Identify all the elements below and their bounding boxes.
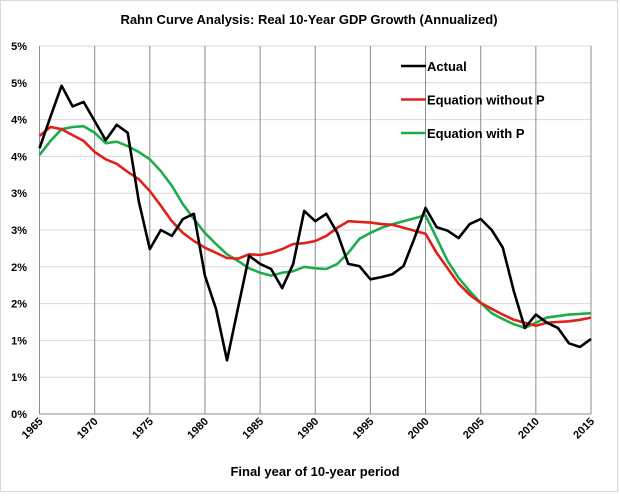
- x-tick-label: 1995: [351, 416, 377, 442]
- y-tick-label: 2%: [11, 262, 27, 274]
- x-tick-label: 1985: [240, 416, 266, 442]
- series-group: [38, 84, 592, 362]
- y-tick-label: 1%: [11, 335, 27, 347]
- legend-label: Actual: [427, 59, 467, 74]
- x-tick-label: 1975: [130, 416, 156, 442]
- grid: [39, 45, 592, 415]
- y-tick-label: 1%: [11, 372, 27, 384]
- x-tick-label: 2005: [461, 416, 487, 442]
- y-tick-label: 2%: [11, 299, 27, 311]
- y-tick-label: 4%: [11, 115, 27, 127]
- x-tick-label: 2010: [516, 416, 542, 442]
- legend: Actual Equation without P Equation with P: [401, 59, 545, 141]
- legend-label: Equation without P: [427, 93, 545, 108]
- y-tick-label: 3%: [11, 225, 27, 237]
- x-axis-title: Final year of 10-year period: [230, 464, 399, 479]
- y-tick-label: 4%: [11, 151, 27, 163]
- y-tick-label: 5%: [11, 78, 27, 90]
- series-line-actual: [38, 84, 592, 362]
- x-tick-label: 1970: [75, 416, 101, 442]
- x-tick-label: 1980: [185, 416, 211, 442]
- legend-item: Equation with P: [401, 126, 525, 141]
- x-tick-label: 1990: [296, 416, 322, 442]
- x-tick-label: 2015: [571, 416, 597, 442]
- legend-item: Equation without P: [401, 93, 545, 108]
- x-axis: 1965 1970 1975 1980 1985 1990 1995 2000 2005 2010…: [20, 416, 597, 442]
- y-tick-label: 5%: [11, 41, 27, 53]
- legend-item: Actual: [401, 59, 467, 74]
- legend-label: Equation with P: [427, 126, 525, 141]
- series-line-equation-without-p: [38, 125, 592, 328]
- y-tick-label: 3%: [11, 188, 27, 200]
- chart-title: Rahn Curve Analysis: Real 10-Year GDP Gr…: [120, 12, 497, 27]
- y-axis: 5% 5% 4% 4% 3% 3% 2% 2% 1% 1% 0%: [11, 41, 27, 421]
- x-tick-label: 2000: [406, 416, 432, 442]
- y-tick-label: 0%: [11, 409, 27, 421]
